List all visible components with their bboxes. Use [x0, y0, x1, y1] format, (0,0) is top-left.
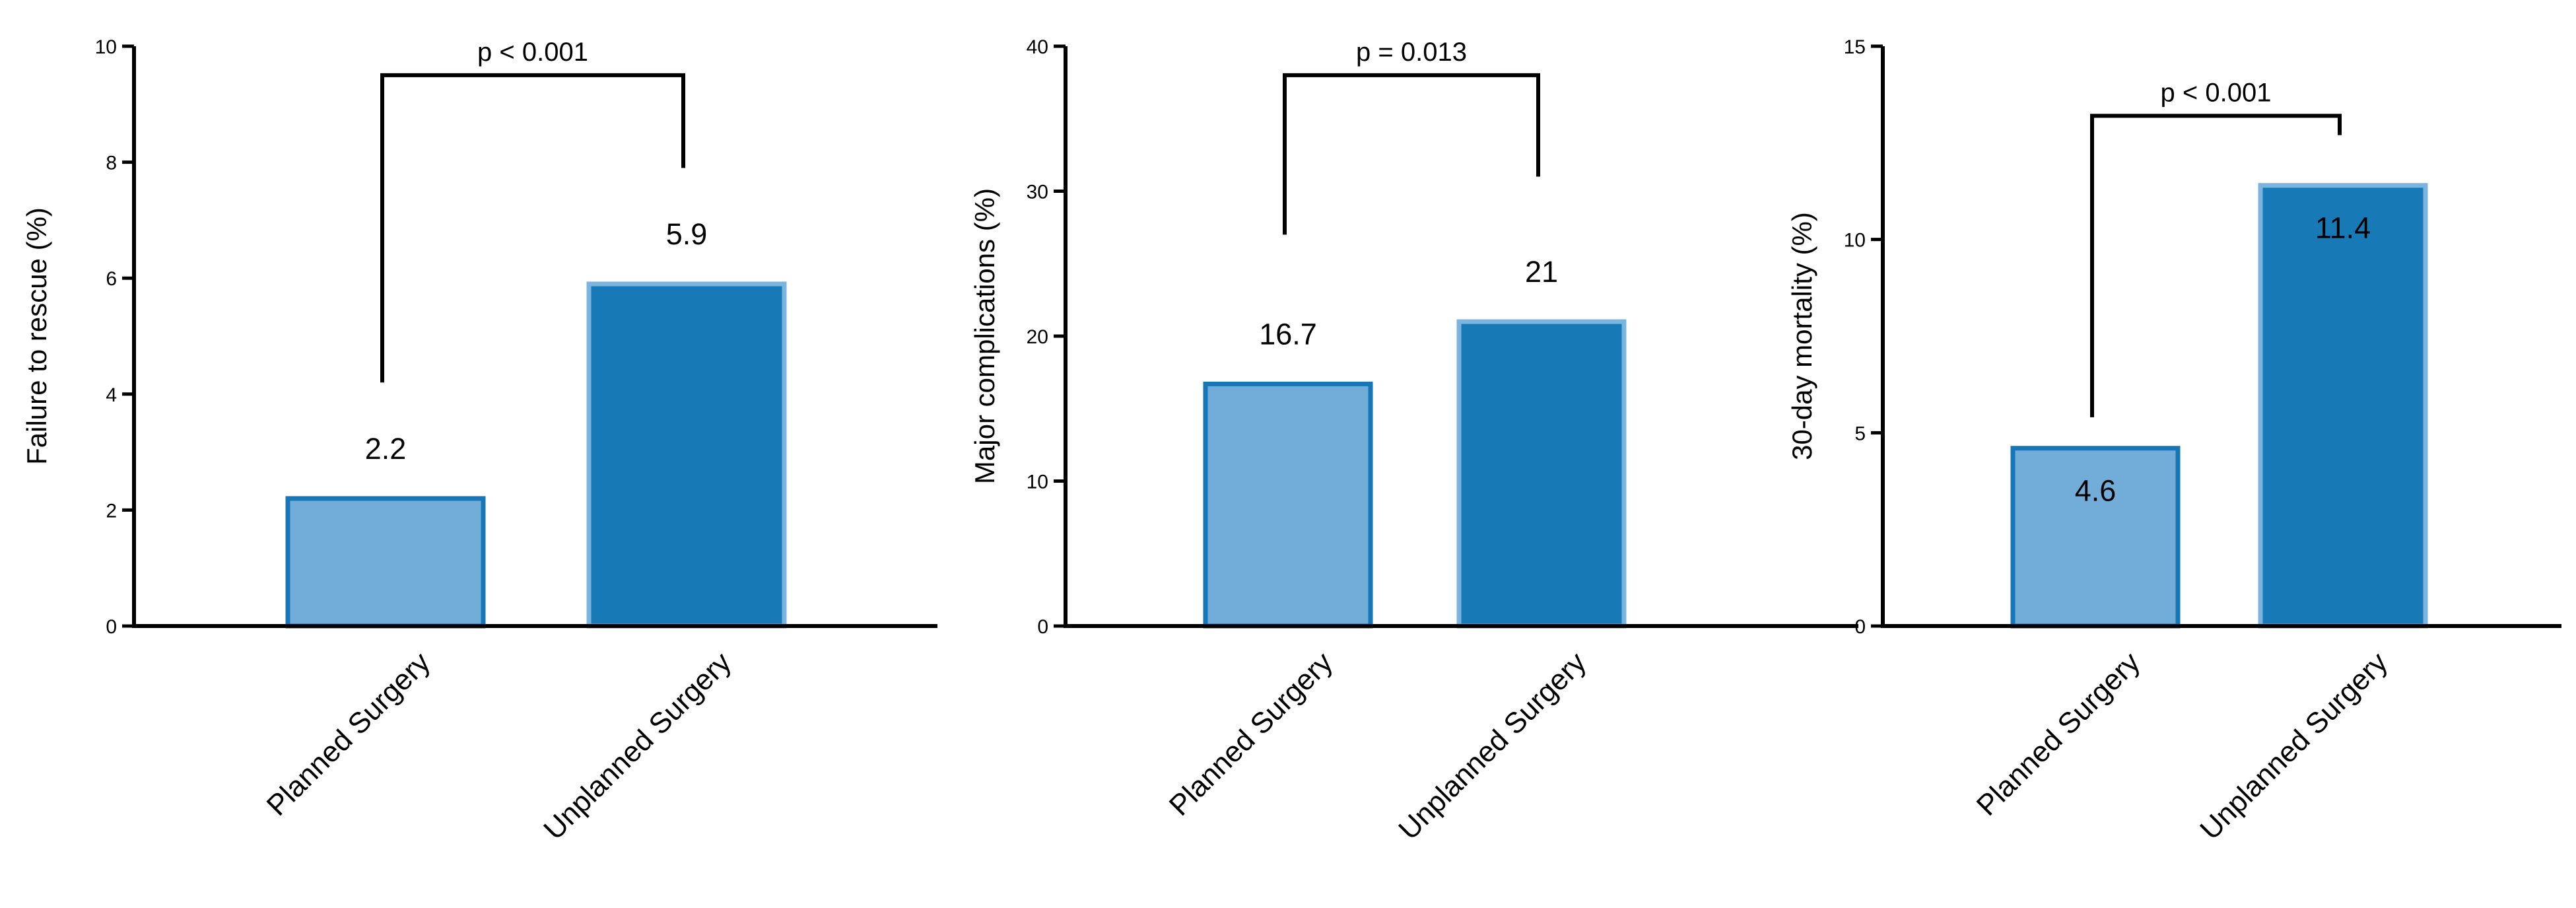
bar-data-label: 4.6 [2075, 474, 2117, 508]
x-category-label: Unplanned Surgery [2194, 646, 2394, 846]
bar-data-label: 2.2 [365, 432, 407, 466]
bar-data-label: 21 [1525, 255, 1558, 289]
p-value-label: p = 0.013 [1356, 38, 1467, 67]
bar-data-label: 5.9 [666, 217, 708, 251]
y-tick-label: 2 [106, 500, 117, 522]
y-tick-label: 0 [106, 616, 117, 638]
x-category-label: Unplanned Surgery [1392, 646, 1592, 846]
y-tick-label: 8 [106, 153, 117, 174]
p-value-label: p < 0.001 [477, 38, 588, 67]
bar-unplanned [1456, 319, 1627, 629]
chart-panel-1: 0 2 4 6 8 10 Failure to rescue (%) Planned Surg… [21, 36, 937, 846]
significance-bracket [380, 73, 685, 383]
y-tick-label: 10 [1027, 471, 1048, 493]
bar-planned [1203, 381, 1373, 629]
y-tick-label: 30 [1027, 182, 1048, 203]
significance-bracket [2090, 114, 2342, 417]
y-tick-label: 0 [1854, 616, 1866, 638]
bar-planned [285, 496, 486, 629]
y-tick-label: 15 [1844, 36, 1866, 58]
bar-unplanned [586, 281, 787, 629]
x-category-label: Planned Surgery [1163, 646, 1339, 821]
y-tick-label: 4 [106, 384, 117, 406]
y-tick-label: 6 [106, 268, 117, 290]
y-tick-label: 20 [1027, 326, 1048, 348]
y-tick-label: 0 [1037, 616, 1048, 638]
significance-bracket [1283, 73, 1540, 235]
y-tick-label: 5 [1854, 423, 1866, 444]
p-value-label: p < 0.001 [2161, 78, 2272, 107]
x-category-label: Planned Surgery [261, 646, 436, 821]
y-axis-title: Major complications (%) [969, 188, 1000, 484]
y-tick-label: 40 [1027, 36, 1048, 58]
bar-data-label: 11.4 [2315, 211, 2371, 245]
y-tick-label: 10 [95, 36, 117, 58]
x-category-label: Unplanned Surgery [537, 646, 737, 846]
chart-panel-2: 0 10 20 30 40 Major complications (%) Planned … [969, 36, 1858, 846]
y-axis-title: 30-day mortality (%) [1786, 212, 1817, 460]
x-category-label: Planned Surgery [1971, 646, 2146, 821]
y-axis-title: Failure to rescue (%) [21, 207, 52, 465]
bar-unplanned [2258, 183, 2428, 629]
chart-panel-3: 0 5 10 15 30-day mortality (%) Planned Surger… [1786, 36, 2561, 846]
y-tick-label: 10 [1844, 230, 1866, 252]
bar-data-label: 16.7 [1259, 317, 1317, 351]
